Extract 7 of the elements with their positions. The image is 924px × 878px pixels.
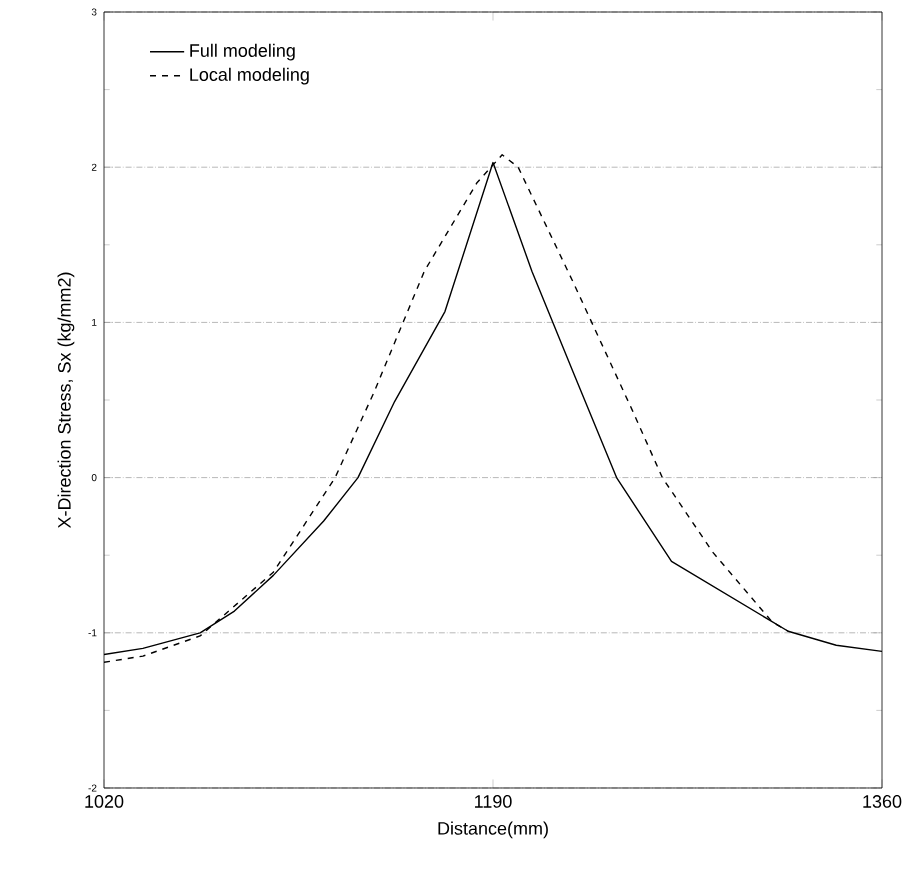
x-axis-title: Distance(mm) <box>438 821 548 839</box>
legend-label: Full modeling <box>190 43 295 61</box>
legend-label: Local modeling <box>190 67 309 85</box>
x-tick-label: 1360 <box>863 795 902 808</box>
x-tick-label: 1190 <box>475 795 512 808</box>
y-axis-title: X-Direction Stress, Sx (kg/mm2) <box>57 272 75 529</box>
x-tick-label: 1020 <box>85 795 124 808</box>
